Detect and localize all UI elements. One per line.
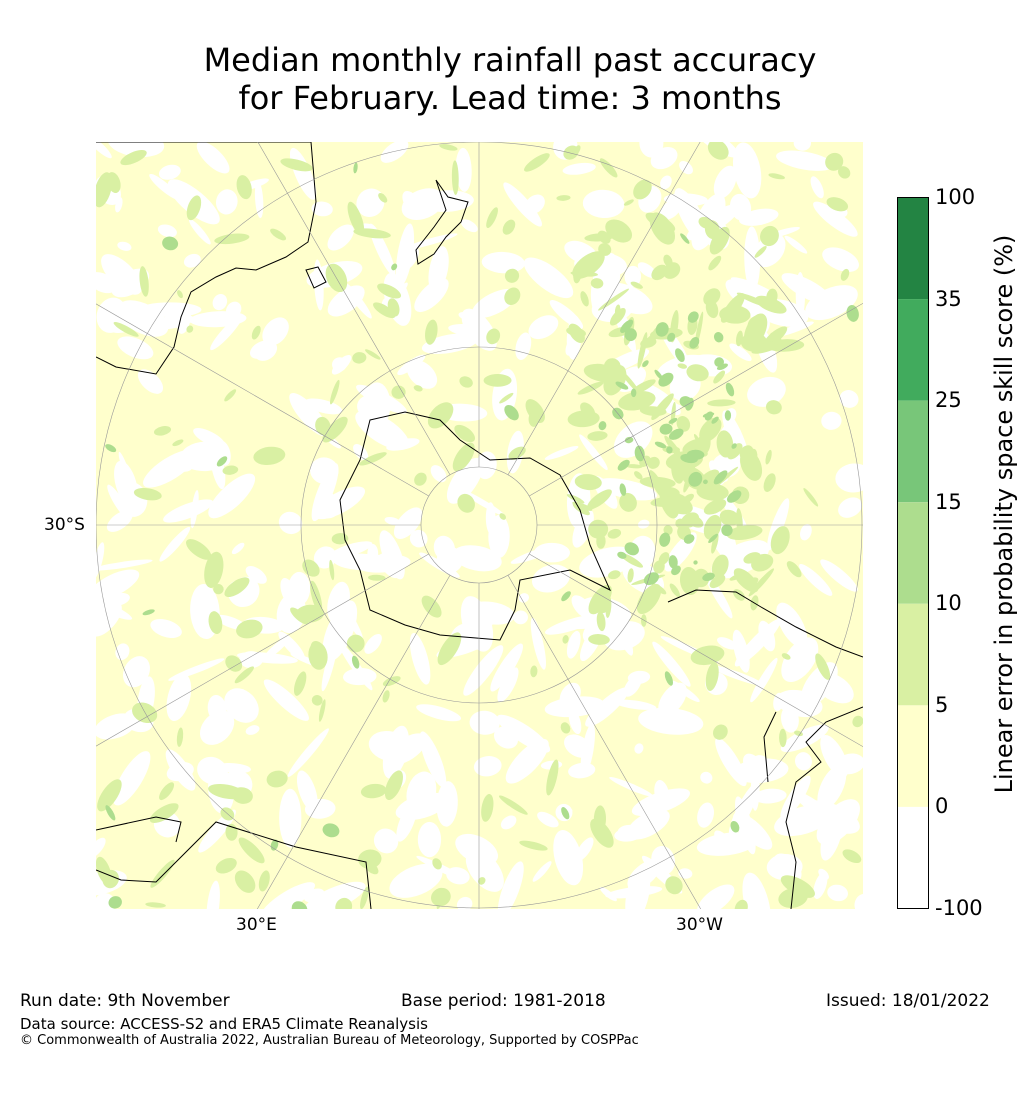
colorbar-bin	[897, 299, 929, 401]
africa-coastline	[96, 816, 372, 909]
lon-label-30e: 30°E	[236, 915, 277, 935]
colorbar-bin	[897, 806, 929, 909]
colorbar	[897, 197, 929, 909]
colorbar-tick: -100	[935, 896, 983, 920]
lat-label-30s: 30°S	[44, 515, 85, 535]
copyright: © Commonwealth of Australia 2022, Austra…	[20, 1033, 639, 1048]
polar-map	[96, 142, 863, 909]
colorbar-tick: 5	[935, 692, 949, 717]
colorbar-tick: 0	[935, 794, 949, 819]
tasmania-coastline	[305, 266, 327, 289]
antarctica-coastline	[339, 411, 612, 641]
title-line-2: for February. Lead time: 3 months	[238, 79, 782, 117]
graticule	[96, 142, 863, 909]
colorbar-bin	[897, 502, 929, 604]
colorbar-tick: 15	[935, 489, 962, 514]
australia-coastline	[96, 142, 317, 375]
new-zealand-coastline	[415, 179, 469, 265]
south-america-coastline	[667, 589, 863, 909]
coastlines	[96, 142, 863, 909]
data-source: Data source: ACCESS-S2 and ERA5 Climate …	[20, 1015, 428, 1033]
colorbar-bin	[897, 603, 929, 706]
colorbar-bin	[897, 705, 929, 807]
colorbar-bin	[897, 197, 929, 300]
run-date: Run date: 9th November	[20, 991, 230, 1011]
colorbar-tick: 35	[935, 286, 962, 311]
colorbar-bin	[897, 400, 929, 503]
colorbar-tick: 10	[935, 591, 962, 616]
colorbar-tick: 100	[935, 185, 976, 209]
title-line-1: Median monthly rainfall past accuracy	[203, 41, 817, 79]
colorbar-tick: 25	[935, 388, 962, 413]
lon-label-30w: 30°W	[676, 915, 723, 935]
base-period: Base period: 1981-2018	[401, 991, 606, 1011]
skill-field	[96, 142, 863, 909]
issued-date: Issued: 18/01/2022	[826, 991, 990, 1011]
colorbar-label: Linear error in probability space skill …	[990, 234, 1018, 794]
